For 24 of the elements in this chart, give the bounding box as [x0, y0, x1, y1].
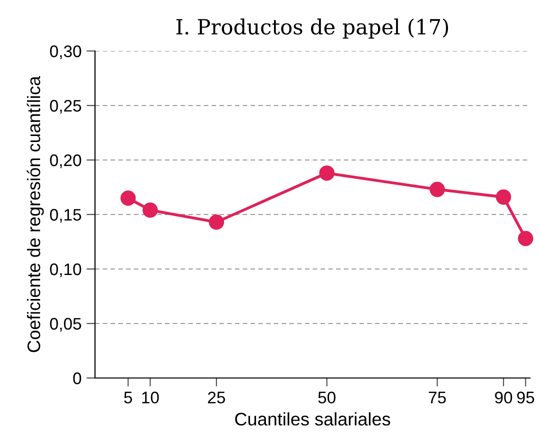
- y-tick-label: 0,15: [50, 208, 82, 223]
- x-tick-label: 95: [517, 392, 534, 404]
- point: [120, 190, 136, 206]
- x-tick-label: 75: [428, 392, 446, 404]
- x-tick-label: 90: [495, 392, 512, 404]
- point: [430, 182, 445, 198]
- point: [208, 214, 224, 230]
- point: [496, 189, 512, 205]
- x-tick-label: 50: [318, 392, 336, 404]
- y-tick-label: 0: [73, 372, 82, 384]
- y-tick-label: 0,20: [50, 154, 82, 168]
- x-tick-label: 10: [142, 392, 159, 404]
- chart-title: I. Productos de papel (17): [176, 18, 448, 39]
- y-tick-label: 0,10: [50, 263, 82, 278]
- point: [142, 202, 158, 218]
- x-tick-label: 5: [124, 392, 132, 404]
- y-axis-title: Coeficiente de regresión cuantílica: [26, 76, 44, 352]
- x-axis-title: Cuantiles salariales: [235, 412, 390, 426]
- y-tick-label: 0,30: [50, 45, 82, 60]
- point: [319, 165, 334, 181]
- y-tick-label: 0,05: [50, 318, 82, 332]
- x-tick-label: 25: [208, 392, 226, 404]
- point: [518, 230, 534, 246]
- y-tick-label: 0,25: [50, 100, 82, 114]
